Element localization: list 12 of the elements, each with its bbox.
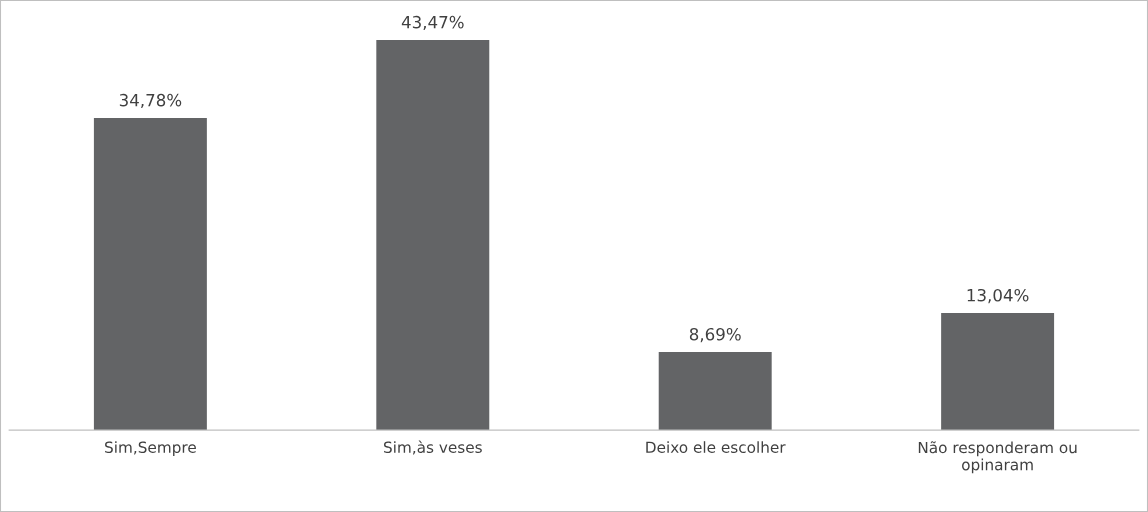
bar — [941, 313, 1055, 431]
data-label: 8,69% — [689, 327, 741, 343]
data-label: 34,78% — [119, 93, 182, 109]
bar — [658, 352, 772, 431]
bar — [93, 117, 207, 431]
bar — [376, 39, 490, 431]
data-label: 43,47% — [401, 15, 464, 31]
x-tick-label: Deixo ele escolher — [646, 441, 786, 454]
x-tick-label: Não responderam ou opinaram — [918, 441, 1077, 474]
x-tick-label: Sim,Sempre — [105, 441, 196, 456]
data-label: 13,04% — [967, 288, 1029, 304]
x-tick-label: Sim,às veses — [383, 440, 482, 455]
